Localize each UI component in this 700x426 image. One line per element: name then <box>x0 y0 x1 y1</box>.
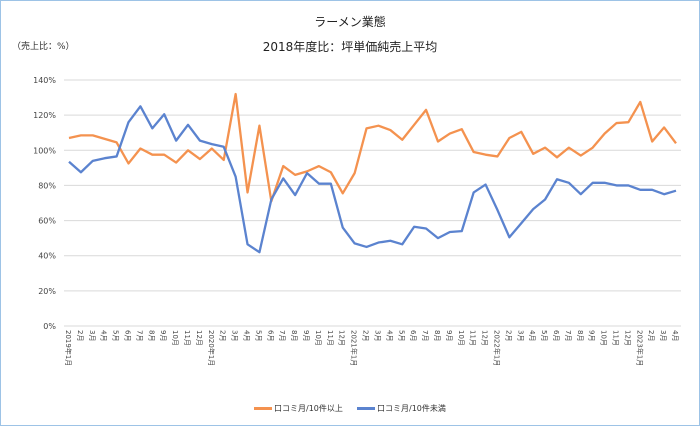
x-tick-label: 2019年1月 <box>64 330 73 366</box>
y-tick-label: 0% <box>43 322 56 331</box>
y-tick-label: 120% <box>33 111 56 120</box>
x-tick-label: 9月 <box>588 330 596 341</box>
x-tick-label: 6月 <box>266 330 274 341</box>
x-tick-label: 9月 <box>302 330 310 341</box>
y-tick-label: 140% <box>33 76 56 85</box>
y-tick-label: 80% <box>38 181 56 190</box>
x-tick-label: 3月 <box>516 330 524 341</box>
x-tick-label: 2月 <box>76 330 84 341</box>
x-tick-label: 4月 <box>528 330 536 341</box>
x-tick-label: 3月 <box>659 330 667 341</box>
y-tick-label: 40% <box>38 252 56 261</box>
x-tick-label: 12月 <box>623 330 631 346</box>
x-tick-label: 2020年1月 <box>207 330 216 366</box>
x-tick-label: 11月 <box>611 330 619 346</box>
x-tick-label: 4月 <box>671 330 679 341</box>
y-tick-label: 20% <box>38 287 56 296</box>
x-tick-label: 11月 <box>183 330 191 346</box>
series-line-0 <box>68 92 677 203</box>
x-tick-label: 10月 <box>314 330 322 346</box>
x-tick-label: 11月 <box>326 330 334 346</box>
x-tick-label: 12月 <box>195 330 203 346</box>
x-tick-label: 3月 <box>373 330 381 341</box>
x-tick-label: 6月 <box>124 330 132 341</box>
x-tick-label: 2021年1月 <box>350 330 359 366</box>
x-tick-label: 8月 <box>290 330 298 341</box>
x-tick-label: 5月 <box>540 330 548 341</box>
x-tick-label: 7月 <box>135 330 143 341</box>
x-tick-label: 10月 <box>171 330 179 346</box>
x-tick-label: 3月 <box>88 330 96 341</box>
x-tick-label: 12月 <box>481 330 489 346</box>
x-tick-label: 2023年1月 <box>635 330 644 366</box>
chart-subtitle: 2018年度比：坪単価純売上平均 <box>262 40 438 54</box>
x-tick-label: 9月 <box>159 330 167 341</box>
x-tick-label: 10月 <box>600 330 608 346</box>
legend-label: 口コミ月/10件未満 <box>377 404 446 413</box>
x-tick-label: 11月 <box>469 330 477 346</box>
legend-swatch <box>254 407 272 410</box>
x-tick-label: 6月 <box>409 330 417 341</box>
x-tick-label: 6月 <box>552 330 560 341</box>
legend-swatch <box>357 407 375 410</box>
x-tick-label: 9月 <box>445 330 453 341</box>
x-tick-label: 3月 <box>231 330 239 341</box>
y-tick-label: 100% <box>33 146 56 155</box>
legend-item-1: 口コミ月/10件未満 <box>357 403 446 414</box>
x-tick-label: 7月 <box>564 330 572 341</box>
x-tick-label: 2022年1月 <box>492 330 501 366</box>
x-tick-label: 2月 <box>362 330 370 341</box>
y-tick-label: 60% <box>38 217 56 226</box>
legend-item-0: 口コミ月/10件以上 <box>254 403 343 414</box>
chart-title: ラーメン業態 <box>314 15 386 29</box>
x-tick-label: 4月 <box>385 330 393 341</box>
y-axis-label: （売上比：%） <box>12 42 75 52</box>
x-tick-label: 2月 <box>504 330 512 341</box>
x-tick-label: 12月 <box>338 330 346 346</box>
x-tick-label: 7月 <box>278 330 286 341</box>
x-tick-label: 7月 <box>421 330 429 341</box>
x-tick-label: 8月 <box>147 330 155 341</box>
series-line-1 <box>68 105 677 254</box>
legend-label: 口コミ月/10件以上 <box>274 404 343 413</box>
x-tick-label: 2月 <box>219 330 227 341</box>
x-tick-label: 5月 <box>254 330 262 341</box>
x-tick-label: 8月 <box>433 330 441 341</box>
x-tick-label: 5月 <box>397 330 405 341</box>
x-tick-label: 8月 <box>576 330 584 341</box>
x-tick-label: 2月 <box>647 330 655 341</box>
x-tick-label: 10月 <box>457 330 465 346</box>
x-tick-label: 4月 <box>100 330 108 341</box>
x-tick-label: 5月 <box>112 330 120 341</box>
x-tick-label: 4月 <box>243 330 251 341</box>
